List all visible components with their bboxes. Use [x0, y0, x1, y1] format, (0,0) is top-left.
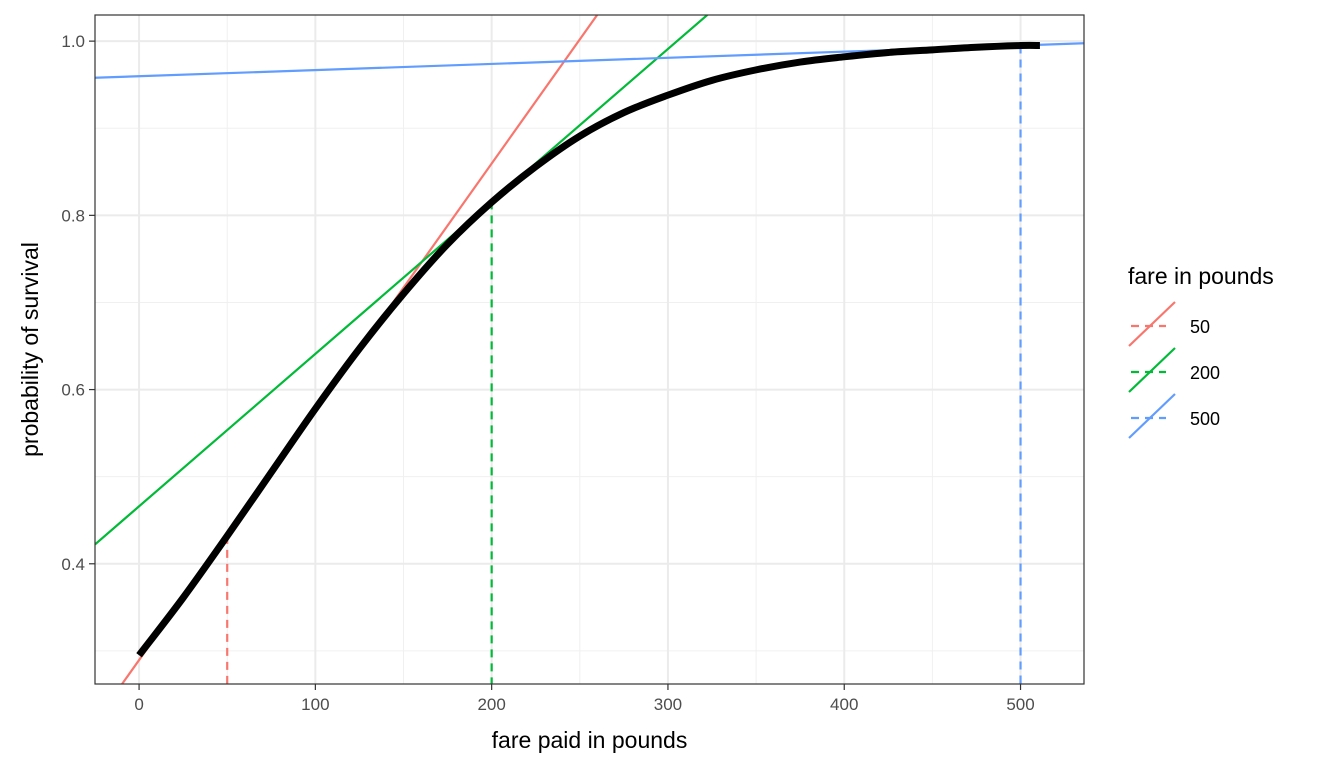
y-axis-title: probability of survival	[17, 242, 43, 457]
x-axis-title: fare paid in pounds	[492, 727, 688, 753]
legend-key-200	[1128, 347, 1176, 393]
plot-content	[95, 15, 1084, 684]
legend: fare in pounds 50 200 500	[1128, 263, 1274, 439]
x-tick-label: 0	[134, 695, 143, 714]
legend-label-500: 500	[1190, 409, 1220, 429]
y-tick-label: 0.4	[61, 555, 85, 574]
panel-border	[94, 14, 1085, 685]
legend-key-line	[1128, 301, 1176, 347]
x-tick-label: 100	[301, 695, 329, 714]
legend-label-200: 200	[1190, 363, 1220, 383]
x-tick-label: 300	[654, 695, 682, 714]
y-axis: 0.4 0.6 0.8 1.0	[61, 32, 95, 574]
legend-key-line	[1128, 393, 1176, 439]
y-tick-label: 0.6	[61, 381, 85, 400]
y-tick-label: 0.8	[61, 206, 85, 225]
x-axis: 0 100 200 300 400 500	[134, 684, 1035, 714]
x-tick-label: 200	[477, 695, 505, 714]
tangent-line-50	[120, 15, 599, 684]
legend-key-500	[1128, 393, 1176, 439]
legend-label-50: 50	[1190, 317, 1210, 337]
grid-major	[95, 15, 1084, 684]
survival-curve	[136, 41, 1040, 658]
legend-key-line	[1128, 347, 1176, 393]
tangent-line-200	[95, 15, 709, 546]
x-tick-label: 400	[830, 695, 858, 714]
grid-minor	[95, 15, 1084, 684]
x-tick-label: 500	[1006, 695, 1034, 714]
legend-title: fare in pounds	[1128, 263, 1274, 289]
legend-key-50	[1128, 301, 1176, 347]
y-tick-label: 1.0	[61, 32, 85, 51]
